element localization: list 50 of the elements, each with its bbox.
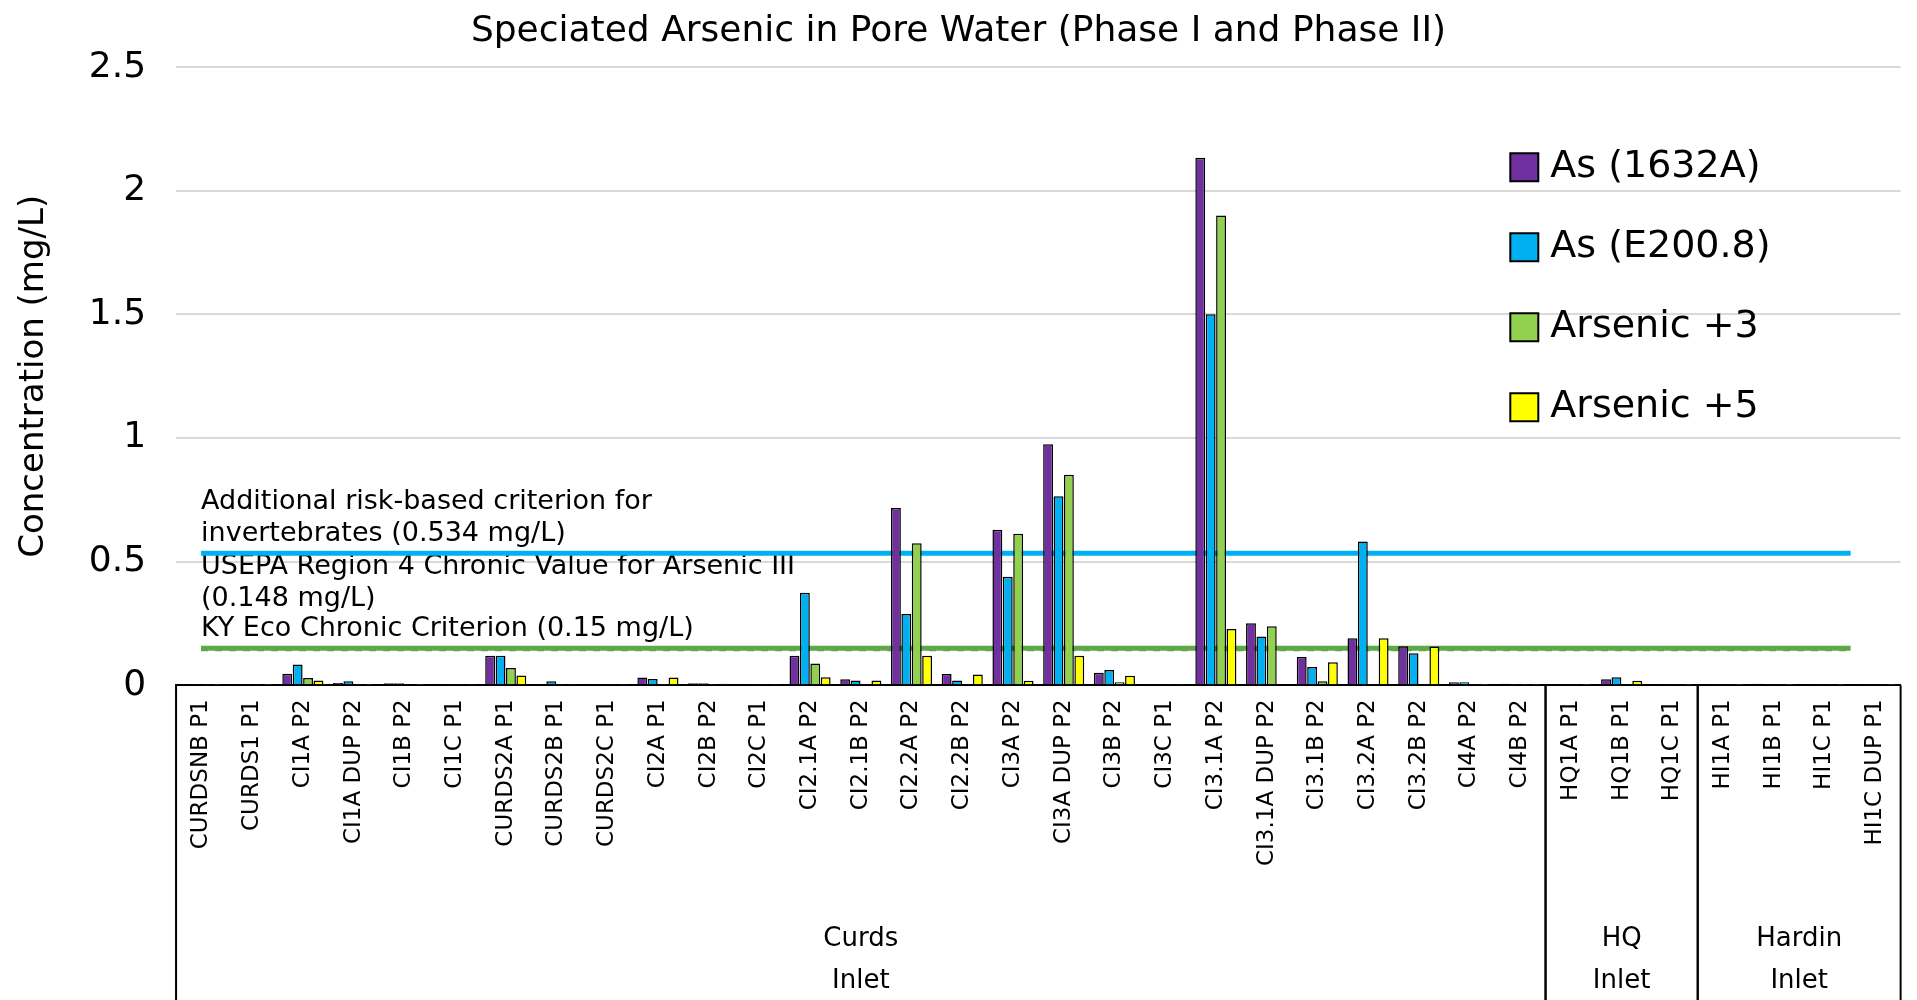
- x-tick-label: CI2C P1: [744, 699, 771, 789]
- ref-line-label: Additional risk-based criterion for invertebrates (0.534 mg/L): [201, 483, 653, 547]
- x-tick-label: HI1A P1: [1708, 699, 1735, 790]
- chart-title: Speciated Arsenic in Pore Water (Phase I and Phase II): [470, 7, 1447, 49]
- text: Curds Inlet: [823, 922, 899, 994]
- x-tick-label: CI1B P2: [389, 699, 416, 789]
- x-tick-label: CI3A DUP P2: [1048, 699, 1075, 845]
- y-tick-label: 0: [123, 661, 147, 703]
- x-tick-label: CI3.1B P2: [1302, 699, 1329, 811]
- x-tick-label: CI2.1B P2: [845, 699, 872, 811]
- legend-label: As (1632A): [1550, 142, 1761, 187]
- x-tick-label: CI4B P2: [1505, 699, 1532, 789]
- y-tick-label: 1.5: [88, 290, 147, 332]
- x-tick-label: HI1C DUP P1: [1860, 699, 1887, 846]
- x-tick-label: CI3.2B P2: [1403, 699, 1430, 811]
- y-axis-title: Concentration (mg/L): [11, 194, 52, 558]
- x-tick-label: HI1C P1: [1809, 699, 1836, 790]
- y-tick-label: 2: [123, 167, 147, 209]
- y-tick-label: 0.5: [88, 538, 147, 580]
- x-tick-label: CI3B P2: [1099, 699, 1126, 789]
- x-tick-label: CI2.2B P2: [947, 699, 974, 811]
- x-tick-label: CI2A P1: [642, 699, 669, 789]
- x-tick-label: HI1B P1: [1758, 699, 1785, 790]
- x-tick-label: CI2.2A P2: [896, 699, 923, 811]
- x-tick-label: HQ1C P1: [1657, 699, 1684, 802]
- y-tick-label: 2.5: [88, 43, 147, 85]
- legend-label: Arsenic +5: [1550, 382, 1759, 427]
- x-tick-label: CI1A DUP P2: [338, 699, 365, 845]
- x-tick-label: CI3.2A P2: [1353, 699, 1379, 811]
- x-tick-label: CI3.1A DUP P2: [1251, 699, 1278, 867]
- x-tick-label: CURDSNB P1: [186, 699, 213, 850]
- x-tick-label: CURDS2B P1: [541, 699, 568, 847]
- x-tick-label: CI2.1A P2: [795, 699, 822, 811]
- x-tick-label: CI2B P2: [693, 699, 720, 789]
- x-tick-label: CURDS2A P1: [490, 699, 517, 847]
- x-tick-label: CURDS1 P1: [237, 699, 264, 831]
- x-tick-label: CI1A P2: [287, 699, 314, 789]
- x-tick-label: CI4A P2: [1454, 699, 1481, 789]
- x-tick-label: CI1C P1: [439, 699, 466, 789]
- text: Hardin Inlet: [1756, 922, 1843, 994]
- x-tick-label: CI3A P2: [997, 699, 1024, 789]
- text: HQ Inlet: [1592, 922, 1651, 994]
- x-tick-label: CI3.1A P2: [1200, 699, 1227, 811]
- x-tick-label: HQ1A P1: [1555, 699, 1582, 801]
- x-tick-label: CI3C P1: [1150, 699, 1177, 789]
- legend-label: As (E200.8): [1550, 222, 1771, 267]
- x-tick-label: HQ1B P1: [1606, 699, 1633, 801]
- y-tick-label: 1: [123, 414, 147, 456]
- x-tick-label: CURDS2C P1: [592, 699, 619, 848]
- legend-label: Arsenic +3: [1550, 302, 1759, 347]
